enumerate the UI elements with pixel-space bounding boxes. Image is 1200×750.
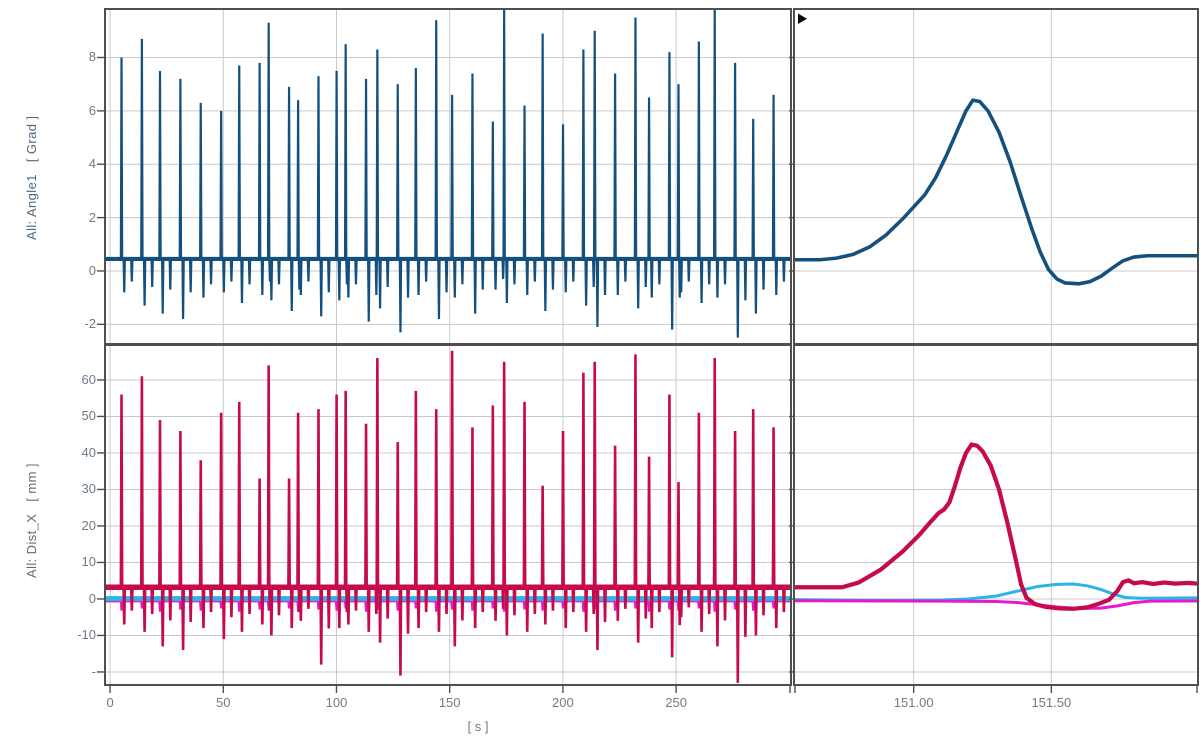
y-tick-label: 10 bbox=[81, 554, 96, 570]
y-tick-label: - bbox=[91, 663, 96, 679]
angle-overview-plot[interactable] bbox=[106, 10, 790, 343]
x-axis-unit-label: [ s ] bbox=[467, 719, 489, 734]
y-tick-label: 0 bbox=[88, 590, 96, 606]
series-Dist_aux_cyan bbox=[795, 582, 1197, 602]
x-tick-label: 200 bbox=[552, 695, 574, 710]
y-tick-label: 0 bbox=[88, 262, 96, 278]
cursor-marker-icon[interactable] bbox=[798, 13, 808, 25]
y-tick-label: 2 bbox=[88, 209, 96, 225]
series-Dist_X bbox=[106, 350, 790, 683]
x-tick-label: 151.00 bbox=[893, 695, 934, 710]
y-tick-label: 50 bbox=[81, 408, 96, 424]
series-Dist_aux_magenta bbox=[106, 600, 790, 612]
series-Angle1 bbox=[106, 10, 790, 338]
y-tick-label: 60 bbox=[81, 371, 96, 387]
series-Angle1 bbox=[795, 98, 1197, 286]
series-Dist_X bbox=[795, 442, 1197, 611]
y-tick-label: 4 bbox=[88, 156, 96, 172]
y-tick-label: 6 bbox=[88, 102, 96, 118]
x-tick-label: 100 bbox=[325, 695, 348, 710]
dist-zoom-plot[interactable] bbox=[795, 346, 1197, 684]
y-tick-label: 40 bbox=[81, 444, 96, 460]
x-tick-label: 250 bbox=[665, 695, 687, 710]
dist-overview-plot[interactable] bbox=[106, 346, 790, 684]
x-tick-label: 50 bbox=[216, 695, 231, 710]
series-Dist_aux_magenta bbox=[795, 599, 1197, 610]
y-tick-label: 20 bbox=[81, 517, 96, 533]
y-tick-label: 8 bbox=[88, 49, 96, 65]
angle-zoom-plot[interactable] bbox=[795, 10, 1197, 343]
y-tick-label: -2 bbox=[84, 316, 96, 332]
y-tick-label: -10 bbox=[77, 627, 96, 643]
x-tick-label: 151.50 bbox=[1031, 695, 1072, 710]
x-tick-label: 0 bbox=[106, 695, 114, 710]
x-tick-label: 150 bbox=[438, 695, 461, 710]
y-tick-label: 30 bbox=[81, 481, 96, 497]
